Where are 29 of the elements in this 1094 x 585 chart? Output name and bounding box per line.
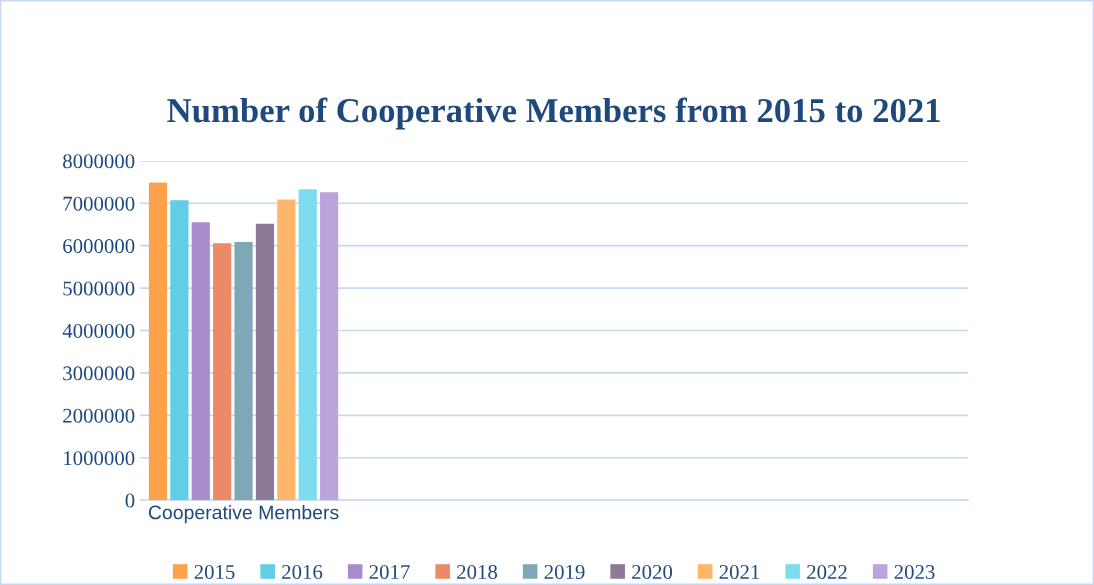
bar bbox=[255, 223, 275, 501]
y-tick-label: 7000000 bbox=[63, 196, 135, 211]
legend-label: 2020 bbox=[632, 564, 673, 579]
y-tick-label: 6000000 bbox=[63, 239, 135, 254]
legend-label: 2021 bbox=[719, 564, 760, 579]
bar bbox=[213, 243, 232, 501]
legend-label: 2018 bbox=[457, 564, 498, 579]
y-tick-label: 8000000 bbox=[63, 154, 135, 169]
y-tick-label: 2000000 bbox=[63, 408, 135, 423]
y-tick-label: 3000000 bbox=[63, 366, 135, 381]
bar bbox=[234, 241, 253, 501]
legend-label: 2022 bbox=[807, 564, 847, 579]
bar bbox=[277, 199, 296, 501]
y-tick-label: 0 bbox=[125, 493, 135, 508]
bar bbox=[320, 192, 339, 501]
legend-label: 2016 bbox=[282, 564, 323, 579]
y-tick-label: 1000000 bbox=[64, 451, 135, 466]
legend-label: 2019 bbox=[544, 564, 585, 579]
bar bbox=[191, 222, 210, 501]
bar bbox=[148, 182, 168, 501]
bar bbox=[170, 200, 189, 501]
bar bbox=[298, 189, 317, 501]
legend-label: 2023 bbox=[894, 564, 935, 579]
legend-label: 2015 bbox=[194, 564, 235, 579]
legend-label: 2017 bbox=[369, 564, 410, 579]
y-tick-label: 5000000 bbox=[63, 281, 135, 296]
y-tick-label: 4000000 bbox=[62, 323, 135, 338]
chart-title: Number of Cooperative Members from 2015 to 2021 bbox=[167, 97, 940, 130]
x-tick-label: Cooperative Members bbox=[148, 505, 339, 524]
